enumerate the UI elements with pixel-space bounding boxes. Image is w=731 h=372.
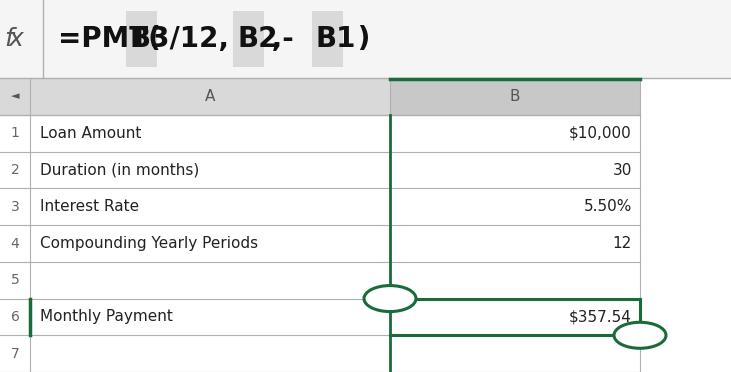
Text: ◄: ◄ xyxy=(11,92,19,102)
Bar xyxy=(0,262,640,299)
Text: A: A xyxy=(205,89,215,104)
Text: $f\!x$: $f\!x$ xyxy=(4,28,26,51)
Text: $357.54: $357.54 xyxy=(569,310,632,324)
Text: 3: 3 xyxy=(11,200,20,214)
Bar xyxy=(0,189,640,225)
Text: Duration (in months): Duration (in months) xyxy=(40,163,200,177)
Text: /12,: /12, xyxy=(160,25,238,53)
Text: 30: 30 xyxy=(613,163,632,177)
Bar xyxy=(312,11,343,67)
Bar xyxy=(0,78,640,115)
Text: ): ) xyxy=(348,25,371,53)
Bar xyxy=(0,299,640,335)
Bar xyxy=(390,78,640,115)
Text: =PMT(: =PMT( xyxy=(58,25,170,53)
Text: ,-: ,- xyxy=(262,25,303,53)
Text: Interest Rate: Interest Rate xyxy=(40,199,139,214)
Text: 2: 2 xyxy=(11,163,20,177)
Text: $10,000: $10,000 xyxy=(569,126,632,141)
Text: B3: B3 xyxy=(130,25,170,53)
Ellipse shape xyxy=(614,322,666,348)
Bar xyxy=(0,115,640,152)
Text: 1: 1 xyxy=(10,126,20,140)
Text: Compounding Yearly Periods: Compounding Yearly Periods xyxy=(40,236,258,251)
Text: Monthly Payment: Monthly Payment xyxy=(40,310,173,324)
Bar xyxy=(0,152,640,189)
Text: B1: B1 xyxy=(316,25,357,53)
Bar xyxy=(0,0,731,78)
Bar xyxy=(233,11,264,67)
Bar xyxy=(0,335,640,372)
Text: 4: 4 xyxy=(11,237,20,250)
Bar xyxy=(126,11,157,67)
Text: 5.50%: 5.50% xyxy=(583,199,632,214)
Ellipse shape xyxy=(364,286,416,312)
Bar xyxy=(0,225,640,262)
Text: B2: B2 xyxy=(237,25,278,53)
Text: 7: 7 xyxy=(11,347,20,360)
Text: Loan Amount: Loan Amount xyxy=(40,126,141,141)
Text: 6: 6 xyxy=(10,310,20,324)
Text: 12: 12 xyxy=(613,236,632,251)
Text: B: B xyxy=(510,89,520,104)
Text: 5: 5 xyxy=(11,273,20,287)
